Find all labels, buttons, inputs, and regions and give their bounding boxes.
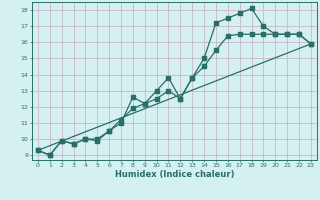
X-axis label: Humidex (Indice chaleur): Humidex (Indice chaleur) [115, 170, 234, 179]
